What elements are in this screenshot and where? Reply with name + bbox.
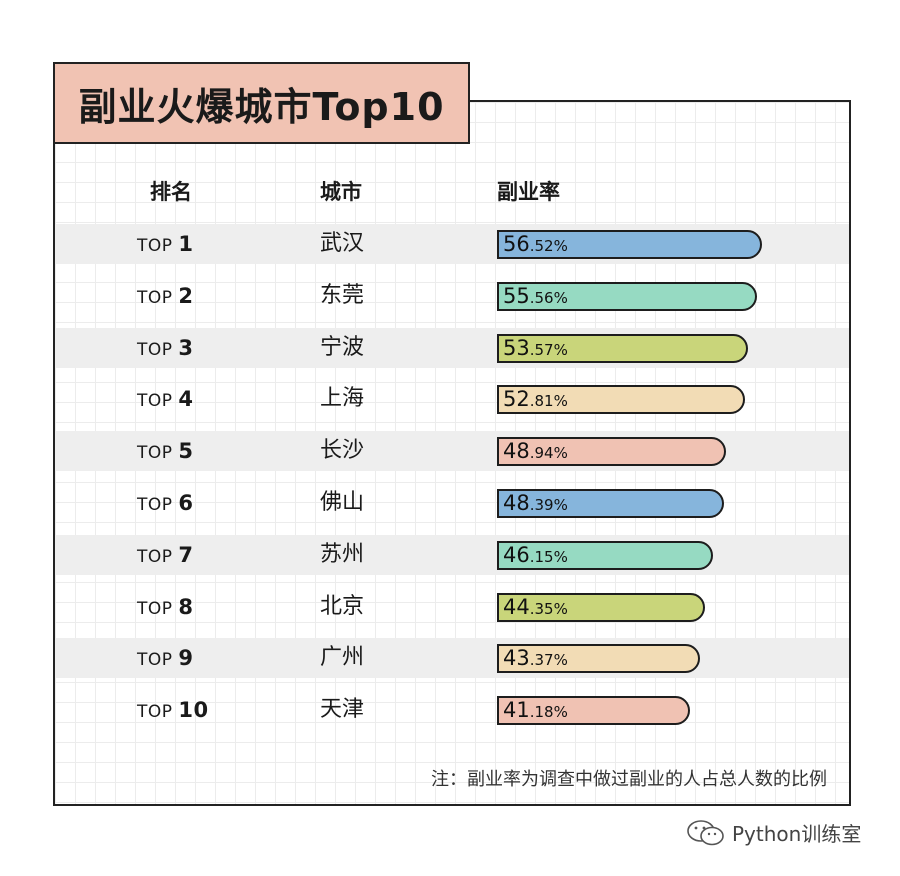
rank-number: 3 <box>178 336 194 360</box>
bar <box>497 541 713 570</box>
data-label: 55.56% <box>503 284 568 308</box>
rank-number: 10 <box>178 698 209 722</box>
title-banner: 副业火爆城市Top10 <box>53 62 470 144</box>
rank-prefix: TOP <box>137 236 179 256</box>
data-label: 44.35% <box>503 595 568 619</box>
table-row: TOP 10 天津 41.18% <box>55 690 849 730</box>
rank-prefix: TOP <box>137 599 179 619</box>
bar <box>497 385 745 414</box>
rank-prefix: TOP <box>137 495 179 515</box>
city-label: 佛山 <box>320 490 365 515</box>
city-label: 上海 <box>320 386 365 411</box>
rank-prefix: TOP <box>137 340 179 360</box>
rank-number: 2 <box>178 284 194 308</box>
table-row: TOP 9 广州 43.37% <box>55 638 849 678</box>
data-label: 56.52% <box>503 232 568 256</box>
header-city: 城市 <box>320 180 362 204</box>
bar <box>497 282 757 311</box>
chart-title: 副业火爆城市Top10 <box>78 84 445 129</box>
rank-label: TOP 10 <box>137 690 209 732</box>
data-label: 41.18% <box>503 698 568 722</box>
city-label: 天津 <box>320 697 365 722</box>
rank-number: 6 <box>178 491 194 515</box>
rank-prefix: TOP <box>137 702 179 722</box>
table-row: TOP 4 上海 52.81% <box>55 379 849 419</box>
table-row: TOP 5 长沙 48.94% <box>55 431 849 471</box>
rank-prefix: TOP <box>137 391 179 411</box>
rank-label: TOP 6 <box>137 483 194 525</box>
bar <box>497 696 690 725</box>
data-label: 48.94% <box>503 439 568 463</box>
rank-label: TOP 8 <box>137 587 194 629</box>
bar <box>497 334 748 363</box>
bar <box>497 644 700 673</box>
city-label: 广州 <box>320 645 365 670</box>
city-label: 长沙 <box>320 438 365 463</box>
city-label: 武汉 <box>320 231 365 256</box>
table-row: TOP 2 东莞 55.56% <box>55 276 849 316</box>
city-label: 北京 <box>320 594 365 619</box>
header-rank: 排名 <box>150 180 192 204</box>
wechat-icon <box>687 819 724 845</box>
bar <box>497 593 705 622</box>
table-row: TOP 7 苏州 46.15% <box>55 535 849 575</box>
rank-number: 5 <box>178 439 194 463</box>
data-label: 46.15% <box>503 543 568 567</box>
city-label: 宁波 <box>320 335 365 360</box>
rank-label: TOP 5 <box>137 431 194 473</box>
rank-number: 7 <box>178 543 194 567</box>
city-label: 东莞 <box>320 283 365 308</box>
bar <box>497 437 726 466</box>
table-row: TOP 6 佛山 48.39% <box>55 483 849 523</box>
data-label: 43.37% <box>503 646 568 670</box>
rank-number: 9 <box>178 646 194 670</box>
city-label: 苏州 <box>320 542 365 567</box>
footnote: 注：副业率为调查中做过副业的人占总人数的比例 <box>431 769 827 790</box>
rank-label: TOP 3 <box>137 328 194 370</box>
rank-number: 8 <box>178 595 194 619</box>
header-rate: 副业率 <box>497 180 560 204</box>
table-row: TOP 3 宁波 53.57% <box>55 328 849 368</box>
rank-label: TOP 1 <box>137 224 194 266</box>
rank-prefix: TOP <box>137 288 179 308</box>
data-label: 52.81% <box>503 387 568 411</box>
rank-number: 1 <box>178 232 194 256</box>
table-row: TOP 8 北京 44.35% <box>55 587 849 627</box>
rank-label: TOP 4 <box>137 379 194 421</box>
rank-prefix: TOP <box>137 443 179 463</box>
rank-prefix: TOP <box>137 650 179 670</box>
rank-label: TOP 7 <box>137 535 194 577</box>
data-label: 48.39% <box>503 491 568 515</box>
rank-label: TOP 9 <box>137 638 194 680</box>
bar <box>497 489 724 518</box>
data-label: 53.57% <box>503 336 568 360</box>
footer-brand: Python训练室 <box>686 818 861 847</box>
bar <box>497 230 762 259</box>
rank-prefix: TOP <box>137 547 179 567</box>
brand-name: Python训练室 <box>732 822 862 846</box>
rank-label: TOP 2 <box>137 276 194 318</box>
table-row: TOP 1 武汉 56.52% <box>55 224 849 264</box>
rank-number: 4 <box>178 387 194 411</box>
